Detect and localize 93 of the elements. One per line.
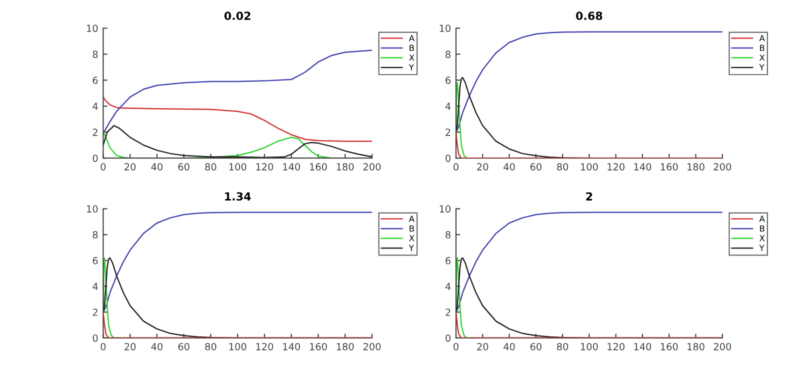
x-tick-label: 100 bbox=[580, 163, 598, 170]
legend-label: Y bbox=[759, 64, 764, 70]
x-tick-label: 140 bbox=[283, 342, 300, 350]
x-tick-label: 100 bbox=[229, 163, 246, 170]
y-tick-label: 0 bbox=[92, 154, 98, 162]
y-tick-label: 8 bbox=[446, 231, 450, 238]
y-tick-label: 4 bbox=[445, 102, 451, 110]
legend-label: A bbox=[408, 216, 414, 222]
y-tick-label: 10 bbox=[440, 205, 450, 213]
legend-label: A bbox=[408, 35, 414, 42]
y-tick-label: 0 bbox=[92, 334, 98, 342]
legend-label: Y bbox=[759, 244, 764, 251]
x-tick-label: 20 bbox=[477, 163, 488, 170]
x-tick-label: 160 bbox=[310, 163, 327, 170]
x-tick-label: 80 bbox=[557, 163, 568, 170]
x-tick-label: 40 bbox=[151, 163, 162, 170]
x-tick-label: 80 bbox=[557, 342, 568, 350]
x-tick-label: 200 bbox=[714, 342, 732, 350]
x-tick-label: 120 bbox=[256, 163, 274, 170]
chart-title: 0.02 bbox=[224, 12, 250, 20]
legend-label: X bbox=[759, 54, 765, 61]
x-tick-label: 200 bbox=[714, 163, 732, 170]
legend-label: Y bbox=[408, 64, 414, 70]
x-tick-label: 140 bbox=[634, 163, 652, 170]
x-tick-label: 40 bbox=[504, 163, 515, 170]
x-tick-label: 140 bbox=[634, 342, 652, 350]
x-tick-label: 60 bbox=[178, 342, 190, 350]
y-tick-label: 4 bbox=[92, 282, 98, 290]
x-tick-label: 0 bbox=[100, 342, 106, 350]
x-tick-label: 180 bbox=[336, 163, 354, 170]
legend-label: A bbox=[759, 216, 765, 222]
legend-label: X bbox=[409, 54, 414, 61]
y-tick-label: 6 bbox=[446, 76, 451, 84]
legend-label: B bbox=[410, 44, 414, 51]
legend-label: B bbox=[760, 44, 764, 51]
line-series bbox=[456, 212, 722, 313]
x-tick-label: 0 bbox=[454, 163, 458, 170]
x-tick-label: 20 bbox=[124, 342, 136, 350]
legend-label: A bbox=[759, 35, 765, 42]
y-tick-label: 2 bbox=[446, 128, 450, 136]
y-tick-label: 4 bbox=[92, 102, 98, 110]
x-tick-label: 180 bbox=[688, 342, 704, 350]
x-tick-label: 60 bbox=[530, 163, 542, 170]
x-tick-label: 80 bbox=[205, 342, 216, 350]
legend-label: X bbox=[759, 235, 765, 242]
x-tick-label: 100 bbox=[229, 342, 246, 350]
y-tick-label: 6 bbox=[92, 256, 98, 264]
y-tick-label: 8 bbox=[446, 50, 450, 58]
line-series bbox=[456, 31, 722, 133]
legend-label: B bbox=[760, 225, 764, 232]
x-tick-label: 120 bbox=[608, 342, 624, 350]
x-tick-label: 120 bbox=[256, 342, 274, 350]
legend-label: Y bbox=[408, 244, 414, 251]
y-tick-label: 4 bbox=[445, 282, 451, 290]
x-tick-label: 160 bbox=[310, 342, 327, 350]
y-tick-label: 0 bbox=[446, 154, 450, 162]
y-tick-label: 2 bbox=[446, 308, 450, 316]
x-tick-label: 0 bbox=[100, 163, 106, 170]
chart-title: 2 bbox=[586, 192, 592, 200]
x-tick-label: 40 bbox=[504, 342, 515, 350]
line-series bbox=[103, 96, 372, 142]
y-tick-label: 10 bbox=[87, 205, 98, 213]
x-tick-label: 20 bbox=[124, 163, 136, 170]
x-tick-label: 40 bbox=[151, 342, 162, 350]
x-tick-label: 200 bbox=[363, 163, 381, 170]
x-tick-label: 160 bbox=[660, 342, 678, 350]
x-tick-label: 160 bbox=[660, 163, 678, 170]
x-tick-label: 80 bbox=[205, 163, 216, 170]
chart-title: 1.34 bbox=[225, 192, 251, 201]
legend-label: B bbox=[410, 225, 414, 232]
y-tick-label: 8 bbox=[92, 50, 98, 58]
x-tick-label: 120 bbox=[608, 163, 624, 170]
x-tick-label: 180 bbox=[336, 342, 354, 350]
y-tick-label: 6 bbox=[92, 76, 98, 84]
y-tick-label: 10 bbox=[87, 24, 98, 32]
x-tick-label: 200 bbox=[363, 342, 381, 350]
x-tick-label: 180 bbox=[688, 163, 704, 170]
x-tick-label: 140 bbox=[283, 163, 300, 170]
y-tick-label: 6 bbox=[446, 256, 451, 264]
y-tick-label: 10 bbox=[440, 24, 450, 32]
y-tick-label: 2 bbox=[92, 128, 98, 136]
legend-label: X bbox=[409, 235, 414, 242]
y-tick-label: 0 bbox=[446, 334, 450, 342]
y-tick-label: 2 bbox=[92, 308, 98, 316]
line-series bbox=[103, 212, 372, 313]
x-tick-label: 60 bbox=[530, 342, 542, 350]
line-series bbox=[103, 50, 372, 134]
x-tick-label: 100 bbox=[580, 342, 598, 350]
chart-title: 0.68 bbox=[576, 12, 602, 20]
y-tick-label: 8 bbox=[92, 231, 98, 238]
x-tick-label: 0 bbox=[454, 342, 458, 350]
x-tick-label: 20 bbox=[477, 342, 488, 350]
x-tick-label: 60 bbox=[178, 163, 190, 170]
